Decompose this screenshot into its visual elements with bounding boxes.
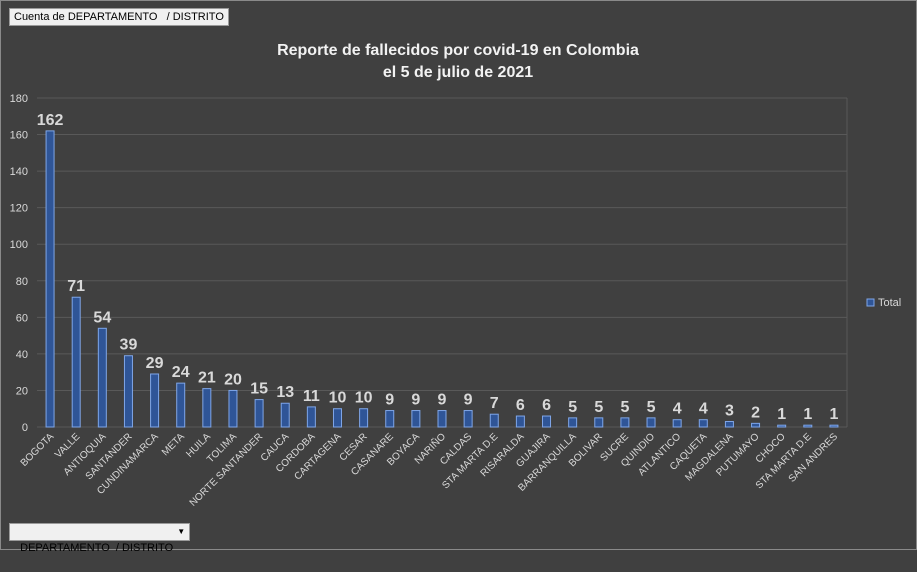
bar[interactable] <box>751 422 761 428</box>
bar[interactable] <box>280 402 290 428</box>
bar[interactable] <box>385 410 395 428</box>
bar[interactable] <box>515 415 525 428</box>
bar[interactable] <box>123 355 133 428</box>
y-tick-label: 40 <box>16 349 28 361</box>
data-label: 7 <box>490 395 499 412</box>
x-tick-label: BOGOTA <box>19 431 57 469</box>
data-label: 9 <box>438 392 447 409</box>
data-label: 1 <box>777 406 786 423</box>
y-tick-label: 120 <box>10 203 28 215</box>
y-tick-label: 100 <box>10 239 28 251</box>
bar[interactable] <box>489 413 499 428</box>
bar[interactable] <box>777 424 787 428</box>
y-tick-label: 0 <box>22 422 28 434</box>
bar[interactable] <box>45 130 55 428</box>
y-tick-label: 140 <box>10 166 28 178</box>
data-label: 162 <box>37 112 64 129</box>
legend-label: Total <box>878 297 901 309</box>
bar[interactable] <box>254 399 264 428</box>
data-label: 54 <box>93 309 111 326</box>
data-label: 2 <box>751 404 760 421</box>
bar[interactable] <box>97 327 107 428</box>
chart-title: Reporte de fallecidos por covid-19 en Co… <box>277 42 639 59</box>
bar[interactable] <box>202 388 212 428</box>
x-tick-label: CARTAGENA <box>292 431 343 482</box>
data-label: 10 <box>329 390 347 407</box>
legend-swatch <box>866 298 875 307</box>
data-label: 1 <box>803 406 812 423</box>
data-label: 5 <box>647 399 656 416</box>
bar[interactable] <box>176 382 186 428</box>
y-tick-label: 80 <box>16 276 28 288</box>
bar[interactable] <box>620 417 630 428</box>
axis-field-button[interactable]: DEPARTAMENTO / DISTRITO ▼ <box>9 523 191 554</box>
y-axis: 0 20 40 60 80 100 120 140 160 180 <box>10 93 28 434</box>
data-label: 21 <box>198 370 216 387</box>
bar[interactable] <box>437 410 447 428</box>
data-label: 9 <box>411 392 420 409</box>
bar[interactable] <box>71 296 81 428</box>
dropdown-arrow-icon: ▼ <box>177 527 186 536</box>
data-label: 3 <box>725 403 734 420</box>
bar[interactable] <box>411 410 421 428</box>
chart-frame <box>0 0 917 550</box>
bar[interactable] <box>803 424 813 428</box>
gridlines <box>37 97 848 428</box>
data-label: 5 <box>620 399 629 416</box>
bar[interactable] <box>594 417 604 428</box>
data-label: 4 <box>699 401 708 418</box>
data-label: 9 <box>464 392 473 409</box>
bar[interactable] <box>568 417 578 428</box>
data-label: 6 <box>516 397 525 414</box>
x-tick-label: META <box>160 431 187 458</box>
data-label: 11 <box>303 388 320 405</box>
bar[interactable] <box>724 421 734 428</box>
data-label: 1 <box>829 406 838 423</box>
y-tick-label: 20 <box>16 385 28 397</box>
data-label: 13 <box>276 384 294 401</box>
data-label: 29 <box>146 355 164 372</box>
bar[interactable] <box>672 419 682 428</box>
data-label: 15 <box>250 381 268 398</box>
data-label: 24 <box>172 364 190 381</box>
data-label: 5 <box>568 399 577 416</box>
data-label: 9 <box>385 392 394 409</box>
data-label: 20 <box>224 371 242 388</box>
bar[interactable] <box>306 406 316 428</box>
bar-chart: Reporte de fallecidos por covid-19 en Co… <box>10 42 902 509</box>
bar[interactable] <box>150 373 160 428</box>
bar[interactable] <box>542 415 552 428</box>
data-label: 10 <box>355 390 373 407</box>
axis-field-label: DEPARTAMENTO / DISTRITO <box>20 542 174 554</box>
y-tick-label: 180 <box>10 93 28 105</box>
y-tick-label: 60 <box>16 312 28 324</box>
bar[interactable] <box>698 419 708 428</box>
bar[interactable] <box>646 417 656 428</box>
bar[interactable] <box>332 408 342 428</box>
bar[interactable] <box>829 424 839 428</box>
data-label: 4 <box>673 401 682 418</box>
data-label: 6 <box>542 397 551 414</box>
y-tick-label: 160 <box>10 130 28 142</box>
bar[interactable] <box>228 389 238 428</box>
x-axis: BOGOTAVALLEANTIOQUIASANTANDERCUNDINAMARC… <box>19 430 841 509</box>
bar[interactable] <box>359 408 369 428</box>
chart-subtitle: el 5 de julio de 2021 <box>383 64 533 81</box>
legend[interactable]: Total <box>866 297 901 309</box>
data-label: 39 <box>120 337 138 354</box>
bars <box>45 130 839 428</box>
value-field-button[interactable]: Cuenta de DEPARTAMENTO / DISTRITO <box>9 8 229 26</box>
bar[interactable] <box>463 410 473 428</box>
data-label: 5 <box>594 399 603 416</box>
data-label: 71 <box>67 278 85 295</box>
